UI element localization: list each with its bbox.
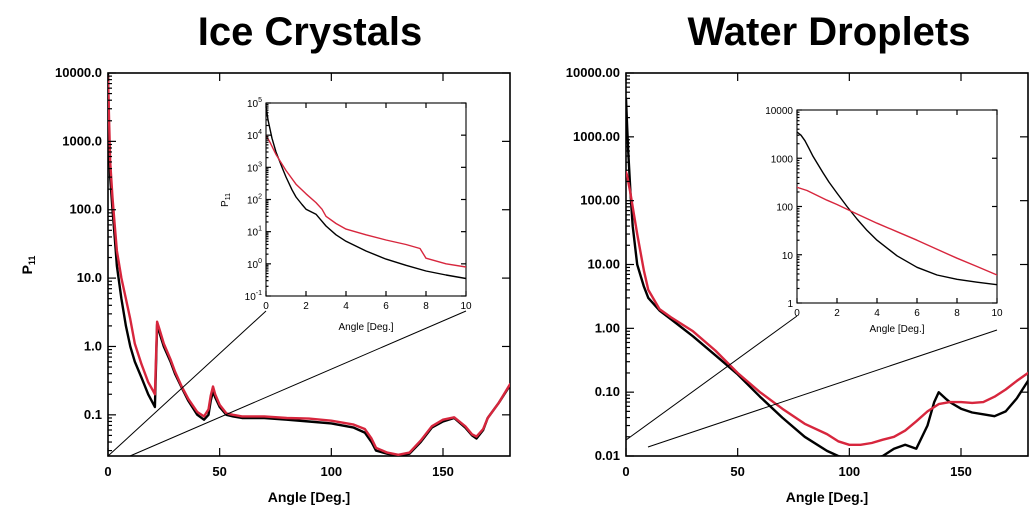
- water-inset-ytick-label-0: 10000: [765, 106, 793, 117]
- ice-main-series-red-line: [108, 74, 510, 456]
- ice-inset-series-red-line: [266, 134, 466, 268]
- ice-main-xtick-label-0: 0: [104, 464, 111, 479]
- water-main-ytick-label-3: 10.00: [587, 257, 620, 272]
- water-inset-ytick-label-4: 1: [787, 299, 793, 310]
- ice-inset-ytick-label-5: 100: [247, 258, 262, 271]
- ice-inset-ytick-label-6: 10-1: [245, 290, 262, 303]
- ice-inset-ylabel-main: P: [220, 200, 231, 207]
- water-main-ytick-label-2: 100.00: [580, 193, 620, 208]
- water-main-y-axis: 10000.00 1000.00 100.00 10.00 1.00 0.10 0.01: [566, 65, 1028, 463]
- ice-inset-ylabel: P11: [220, 193, 232, 207]
- water-inset-series-black-line: [797, 131, 997, 286]
- ice-inset-ytick-label-3: 102: [247, 194, 262, 207]
- water-main-xtick-label-2: 100: [838, 464, 860, 479]
- ice-main-y-axis: 10000.0 1000.0 100.0 10.0 1.0 0.1: [55, 65, 510, 452]
- ice-inset-xtick-label-5: 10: [460, 301, 472, 312]
- water-inset-ytick-label-1: 1000: [771, 154, 794, 165]
- ice-main-x-axis: 0 50 100 150: [104, 73, 454, 479]
- ice-inset-xtick-label-1: 2: [303, 301, 309, 312]
- ice-main-xtick-label-1: 50: [212, 464, 226, 479]
- water-main-series-red-line: [626, 170, 1028, 446]
- water-main-series-group: [626, 97, 1028, 456]
- ice-inset-ytick-label-1: 104: [247, 129, 262, 142]
- water-inset-ytick-label-3: 10: [782, 251, 794, 262]
- ice-inset-ytick-label-2: 103: [247, 161, 262, 174]
- water-zoom-line-left: [625, 315, 798, 441]
- water-inset-xtick-label-1: 2: [834, 308, 840, 319]
- water-inset-xlabel: Angle [Deg.]: [869, 324, 924, 335]
- water-droplets-panel: Water Droplets 10000.001000.00100.0010.0…: [566, 10, 1029, 505]
- water-inset-xtick-label-3: 6: [914, 308, 920, 319]
- ice-main-ytick-label-0: 10000.0: [55, 65, 102, 80]
- ice-main-series-group: [108, 73, 510, 456]
- ice-zoom-line-left: [107, 310, 267, 457]
- water-main-xlabel: Angle [Deg.]: [786, 489, 868, 505]
- ice-ylabel-main: P: [19, 265, 35, 274]
- water-inset-series-group: [797, 131, 997, 286]
- ice-main-series-black-line: [108, 73, 510, 456]
- water-main-x-axis: 0 50 100 150: [622, 73, 972, 479]
- ice-inset-ylabel-sub: 11: [225, 193, 232, 200]
- water-main-xtick-label-0: 0: [622, 464, 629, 479]
- water-inset-xtick-label-2: 4: [874, 308, 880, 319]
- ice-main-ylabel: P11: [19, 256, 37, 275]
- ice-inset-xtick-label-4: 8: [423, 301, 429, 312]
- water-inset-x-axis: 0 2 4 6 8 10: [794, 110, 1003, 319]
- water-main-xtick-label-3: 150: [950, 464, 972, 479]
- water-main-ytick-label-5: 0.10: [595, 384, 620, 399]
- water-inset-ytick-label-2: 100: [776, 203, 793, 214]
- water-main-ytick-label-4: 1.00: [595, 320, 620, 335]
- ice-inset-x-axis: 0 2 4 6 8 10: [263, 103, 472, 312]
- svg-text:P11: P11: [220, 193, 232, 207]
- ice-inset-ytick-label-0: 105: [247, 97, 262, 110]
- ice-inset-xtick-label-3: 6: [383, 301, 389, 312]
- water-main-ytick-label-1: 1000.00: [573, 129, 620, 144]
- water-inset-frame: [796, 109, 998, 304]
- water-main-xtick-label-1: 50: [730, 464, 744, 479]
- ice-zoom-line-right: [129, 310, 467, 457]
- water-droplets-title: Water Droplets: [687, 10, 970, 54]
- ice-main-xlabel: Angle [Deg.]: [268, 489, 350, 505]
- water-zoom-line-right: [647, 329, 998, 448]
- svg-text:P11: P11: [19, 256, 37, 275]
- water-inset-xtick-label-5: 10: [991, 308, 1003, 319]
- water-main-series-black-line: [626, 97, 1028, 456]
- ice-inset-y-axis: 105 104 103 102 101 100 10-1: [245, 97, 466, 303]
- ice-main-ytick-label-1: 1000.0: [62, 133, 102, 148]
- ice-inset-frame: [265, 102, 467, 297]
- ice-inset-series-group: [266, 105, 466, 280]
- ice-crystals-panel: Ice Crystals 10000.0 1000.0 100.0 10.0 1.0 0.…: [19, 10, 511, 505]
- water-inset-xtick-label-4: 8: [954, 308, 960, 319]
- water-inset-series-red-line: [797, 186, 997, 276]
- ice-inset-xlabel: Angle [Deg.]: [338, 322, 393, 333]
- water-main-ytick-label-0: 10000.00: [566, 65, 620, 80]
- water-main-ytick-label-6: 0.01: [595, 448, 620, 463]
- ice-inset-ytick-label-4: 101: [247, 226, 262, 239]
- ice-main-xtick-label-3: 150: [432, 464, 454, 479]
- ice-ylabel-sub: 11: [27, 256, 37, 266]
- ice-inset-xtick-label-2: 4: [343, 301, 349, 312]
- ice-main-ytick-label-3: 10.0: [77, 270, 102, 285]
- water-inset-xtick-label-0: 0: [794, 308, 800, 319]
- ice-crystals-title: Ice Crystals: [198, 10, 423, 54]
- ice-main-ytick-label-2: 100.0: [69, 202, 102, 217]
- ice-main-ytick-label-4: 1.0: [84, 338, 102, 353]
- ice-main-xtick-label-2: 100: [320, 464, 342, 479]
- ice-inset-xtick-label-0: 0: [263, 301, 269, 312]
- ice-main-ytick-label-5: 0.1: [84, 407, 102, 422]
- water-inset-y-axis: 10000 1000 100 10 1: [765, 106, 997, 310]
